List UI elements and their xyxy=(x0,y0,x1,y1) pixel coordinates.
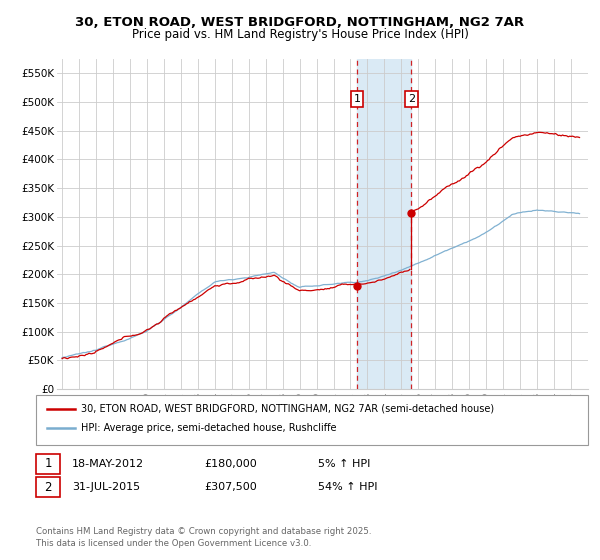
Text: HPI: Average price, semi-detached house, Rushcliffe: HPI: Average price, semi-detached house,… xyxy=(81,423,337,433)
Text: £180,000: £180,000 xyxy=(204,459,257,469)
Text: 30, ETON ROAD, WEST BRIDGFORD, NOTTINGHAM, NG2 7AR: 30, ETON ROAD, WEST BRIDGFORD, NOTTINGHA… xyxy=(76,16,524,29)
Text: Price paid vs. HM Land Registry's House Price Index (HPI): Price paid vs. HM Land Registry's House … xyxy=(131,28,469,41)
Text: 18-MAY-2012: 18-MAY-2012 xyxy=(72,459,144,469)
Bar xyxy=(357,59,411,389)
Text: 1: 1 xyxy=(353,94,361,104)
Text: 2: 2 xyxy=(44,480,52,494)
Text: 30, ETON ROAD, WEST BRIDGFORD, NOTTINGHAM, NG2 7AR (semi-detached house): 30, ETON ROAD, WEST BRIDGFORD, NOTTINGHA… xyxy=(81,404,494,414)
Text: 5% ↑ HPI: 5% ↑ HPI xyxy=(318,459,370,469)
Text: 54% ↑ HPI: 54% ↑ HPI xyxy=(318,482,377,492)
Text: 1: 1 xyxy=(44,457,52,470)
Text: 2: 2 xyxy=(407,94,415,104)
Text: Contains HM Land Registry data © Crown copyright and database right 2025.
This d: Contains HM Land Registry data © Crown c… xyxy=(36,527,371,548)
Text: £307,500: £307,500 xyxy=(204,482,257,492)
Text: 31-JUL-2015: 31-JUL-2015 xyxy=(72,482,140,492)
